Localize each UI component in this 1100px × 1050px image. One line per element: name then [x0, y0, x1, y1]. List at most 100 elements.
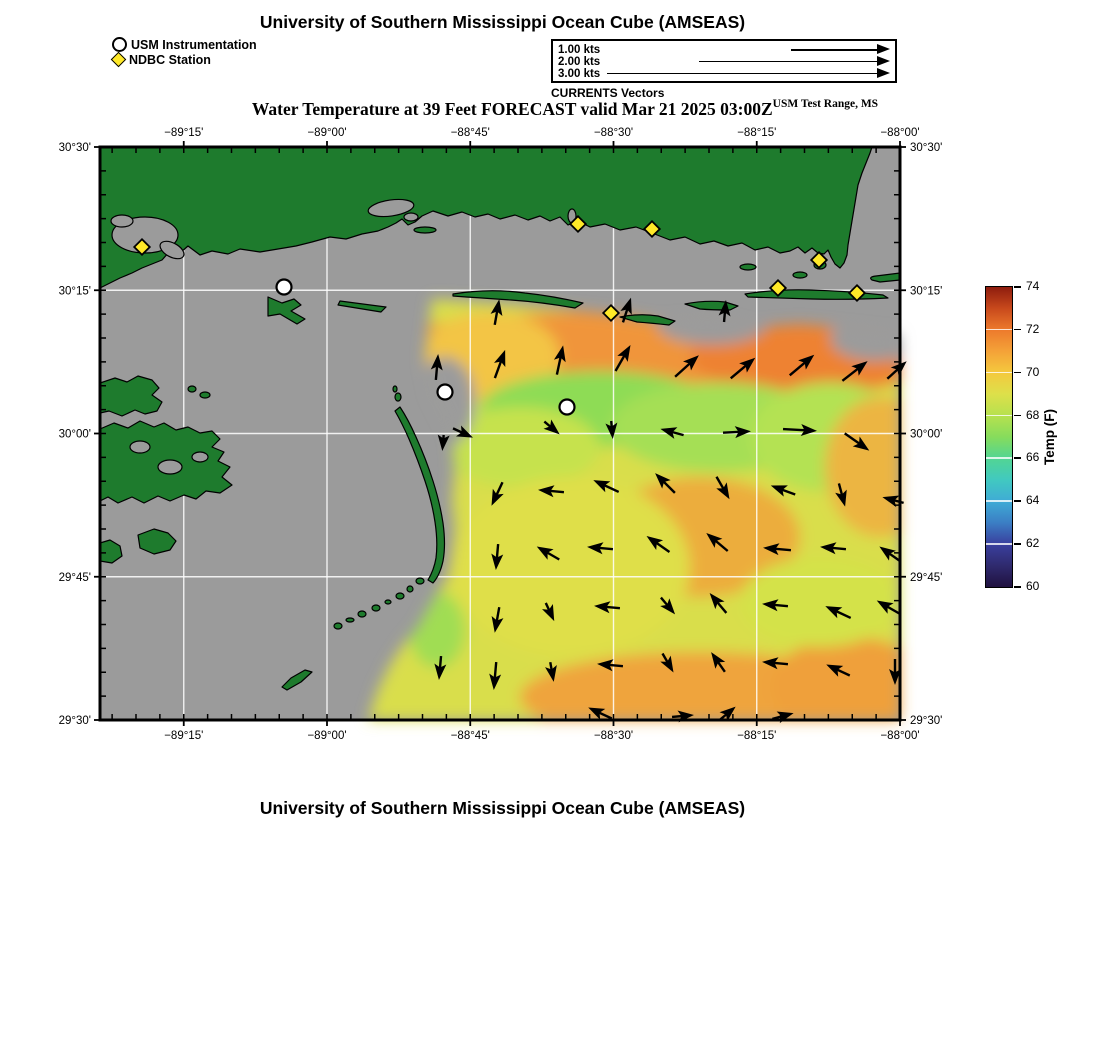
forecast-subtitle-main: Water Temperature at 39 Feet FORECAST va… [251, 99, 773, 119]
colorbar-tick [1014, 371, 1021, 374]
current-vector [430, 354, 443, 381]
currents-scale-row: 3.00 kts [558, 67, 890, 80]
current-vector [706, 533, 729, 552]
colorbar-tick [1014, 543, 1021, 545]
islet [357, 610, 367, 618]
current-vector [620, 297, 632, 323]
current-vector [538, 485, 565, 498]
current-vector [835, 483, 847, 507]
current-vector [489, 661, 502, 690]
current-vector [587, 542, 614, 555]
current-vector [493, 349, 506, 379]
current-vector [542, 602, 555, 622]
current-vector [545, 661, 557, 682]
colorbar-tick [1014, 328, 1021, 331]
colorbar-tick [1014, 586, 1021, 588]
current-vector [882, 495, 904, 508]
usm-circle-icon [112, 37, 127, 52]
marsh-islet [739, 263, 757, 271]
current-vector [614, 345, 631, 372]
current-vector [655, 473, 676, 494]
y-axis-label: 29°30' [910, 715, 942, 727]
current-vector [763, 543, 792, 556]
ndbc-station-marker [642, 219, 662, 239]
current-vector [820, 542, 847, 555]
deer-island [413, 226, 437, 234]
map-plot-area: −89°15' −89°15' −89°00' −89°00' −88°45' −88°4… [59, 127, 943, 742]
usm-station-marker [275, 278, 293, 296]
y-axis-label: 29°45' [910, 572, 942, 584]
x-axis-label: −89°00' [307, 730, 346, 742]
colorbar-tick-label: 72 [1026, 321, 1040, 336]
temperature-colorbar [985, 286, 1013, 588]
current-vector [718, 300, 731, 323]
back-bay-biloxi [367, 198, 415, 218]
current-vector [825, 606, 852, 620]
y-axis-label: 30°00' [910, 429, 942, 441]
currents-scale-row: 2.00 kts [558, 55, 890, 68]
bay-north-arm [110, 214, 134, 228]
current-vector [711, 652, 726, 673]
y-axis-label: 29°30' [59, 715, 91, 727]
x-axis-label: −89°00' [307, 127, 346, 139]
currents-scale-label: 2.00 kts [558, 55, 601, 68]
x-axis-label: −89°15' [164, 127, 203, 139]
current-vector [719, 706, 736, 722]
land-coastline [99, 146, 901, 691]
current-vector [729, 357, 756, 380]
current-vector [452, 425, 473, 438]
current-vector [491, 543, 504, 570]
current-vector [536, 546, 560, 561]
current-vector [543, 419, 560, 435]
y-axis-label: 29°45' [59, 572, 91, 584]
current-vector [491, 481, 504, 506]
colorbar-title: Temp (F) [1042, 409, 1057, 465]
x-axis-label: −89°15' [164, 730, 203, 742]
y-axis-label: 30°15' [910, 285, 942, 297]
y-axis-label: 30°00' [59, 429, 91, 441]
page-title: University of Southern Mississippi Ocean… [259, 12, 746, 32]
islet [345, 617, 355, 623]
colorbar-tick [1014, 286, 1021, 288]
currents-scale-row: 1.00 kts [558, 44, 890, 56]
freemason-island [281, 669, 313, 691]
temperature-field [368, 299, 900, 720]
x-axis-label: −88°00' [880, 730, 919, 742]
y-axis-label: 30°30' [910, 142, 942, 154]
current-vector [844, 432, 870, 451]
x-axis-label: −88°45' [451, 127, 490, 139]
current-vector [605, 420, 618, 439]
currents-scale-label: 3.00 kts [558, 67, 601, 80]
map-frame [98, 145, 902, 722]
horn-island [452, 290, 584, 309]
current-vector [491, 606, 504, 633]
marsh-patch [137, 528, 177, 555]
current-vector [762, 657, 789, 670]
x-axis-label: −88°15' [737, 127, 776, 139]
current-vector [770, 485, 796, 497]
marsh-islet [792, 271, 808, 279]
usm-station-marker [436, 383, 454, 401]
ndbc-station-marker [847, 283, 867, 303]
current-vector [437, 434, 450, 451]
colorbar-tick-label: 60 [1026, 579, 1040, 593]
ndbc-station-marker [132, 237, 152, 257]
forecast-subtitle-region: USM Test Range, MS [772, 98, 879, 111]
current-vector [722, 426, 751, 439]
marsh-patch [99, 375, 163, 417]
y-axis-label: 30°30' [59, 142, 91, 154]
footer-title: University of Southern Mississippi Ocean… [259, 798, 746, 818]
current-vector [762, 599, 789, 612]
chandeleur-islands [281, 385, 446, 691]
current-vector [788, 354, 815, 377]
colorbar-tick [1014, 500, 1021, 502]
islet [333, 622, 343, 630]
bay-mouth [159, 240, 185, 260]
islet [394, 392, 402, 402]
colorbar-tick-label: 68 [1026, 407, 1040, 422]
x-axis-label: −88°15' [737, 730, 776, 742]
x-axis-label: −88°30' [594, 730, 633, 742]
horn-island-east [619, 314, 676, 326]
current-vector [594, 601, 621, 614]
forecast-map: −89°15' −89°15' −89°00' −89°00' −88°45' −88°4… [59, 127, 943, 742]
